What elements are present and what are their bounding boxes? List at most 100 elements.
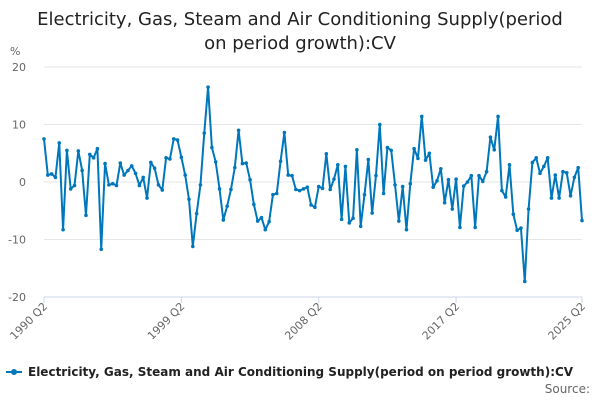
data-point	[522, 279, 527, 284]
data-point	[129, 164, 134, 168]
data-point	[488, 135, 493, 139]
data-point	[580, 218, 584, 223]
data-point	[416, 156, 420, 161]
data-point	[419, 114, 424, 119]
data-point	[103, 161, 107, 166]
data-point	[114, 183, 119, 188]
data-point	[385, 145, 390, 150]
data-point	[496, 114, 500, 119]
data-point	[46, 173, 50, 177]
data-point	[484, 169, 489, 174]
data-point	[301, 187, 306, 191]
data-point	[362, 192, 367, 197]
data-point	[274, 191, 279, 196]
data-point	[84, 213, 88, 218]
x-tick-label: 2025 Q2	[546, 300, 589, 343]
data-point	[107, 183, 111, 187]
data-point	[259, 215, 264, 220]
data-point	[206, 85, 210, 89]
data-point	[576, 165, 580, 170]
data-point	[347, 221, 352, 225]
data-point	[221, 218, 226, 222]
data-point	[397, 219, 401, 223]
data-point	[439, 166, 443, 171]
data-point	[65, 148, 69, 153]
data-point	[553, 173, 558, 177]
y-axis-unit-label: %	[10, 45, 20, 58]
data-point	[351, 216, 355, 221]
data-point	[236, 128, 241, 133]
data-point	[194, 211, 199, 216]
data-point	[389, 148, 394, 153]
data-point	[213, 160, 218, 164]
data-point	[313, 205, 317, 210]
data-point	[500, 188, 504, 193]
data-point	[244, 161, 249, 165]
data-point	[217, 187, 222, 191]
data-point	[141, 175, 146, 180]
data-point	[423, 158, 428, 162]
data-point	[278, 159, 283, 164]
data-point	[545, 156, 550, 160]
data-point	[480, 179, 485, 184]
data-point	[198, 183, 203, 187]
data-point	[305, 185, 310, 189]
data-point	[507, 162, 512, 167]
data-point	[252, 202, 256, 207]
chart-title: Electricity, Gas, Steam and Air Conditio…	[0, 8, 600, 56]
data-point	[469, 173, 474, 178]
y-tick-label: -10	[8, 234, 26, 247]
data-point	[511, 212, 516, 216]
data-point	[202, 131, 207, 135]
series-group	[42, 85, 584, 284]
data-point	[320, 186, 325, 191]
data-point	[473, 225, 477, 230]
data-point	[49, 172, 54, 176]
data-point	[316, 184, 321, 189]
data-point	[57, 141, 62, 145]
data-point	[534, 156, 539, 160]
data-point	[68, 187, 73, 191]
legend-label: Electricity, Gas, Steam and Air Conditio…	[28, 365, 574, 379]
data-point	[72, 183, 77, 188]
data-point	[294, 187, 298, 192]
data-point	[137, 183, 142, 188]
data-point	[126, 168, 130, 173]
data-point	[515, 228, 519, 233]
data-point	[454, 177, 458, 181]
data-point	[297, 188, 302, 193]
chart-title-line-1: Electricity, Gas, Steam and Air Conditio…	[37, 9, 563, 30]
series-line	[43, 86, 583, 283]
data-point	[175, 138, 180, 142]
data-point	[561, 169, 565, 174]
data-point	[412, 146, 416, 151]
data-point	[225, 204, 229, 208]
data-point	[374, 173, 378, 178]
data-point	[564, 171, 569, 175]
data-point	[366, 157, 371, 162]
data-point	[538, 171, 542, 176]
data-point	[370, 211, 374, 215]
data-point	[133, 171, 138, 176]
data-point	[465, 180, 470, 184]
data-point	[210, 145, 214, 150]
data-point	[240, 161, 245, 166]
data-point	[461, 184, 466, 188]
data-point	[503, 195, 508, 199]
data-point	[381, 191, 386, 196]
y-tick-label: -20	[8, 291, 26, 304]
data-point	[152, 166, 157, 170]
data-point	[80, 168, 84, 173]
data-point	[328, 187, 332, 192]
x-tick-label: 1990 Q2	[8, 300, 51, 343]
y-tick-label: 20	[12, 61, 26, 74]
legend-item[interactable]: Electricity, Gas, Steam and Air Conditio…	[6, 365, 573, 379]
data-point	[229, 187, 233, 192]
data-point	[309, 203, 313, 207]
data-point	[408, 181, 413, 186]
data-point	[343, 164, 348, 169]
data-point	[42, 137, 46, 141]
data-point	[160, 188, 165, 192]
data-point	[358, 224, 363, 229]
